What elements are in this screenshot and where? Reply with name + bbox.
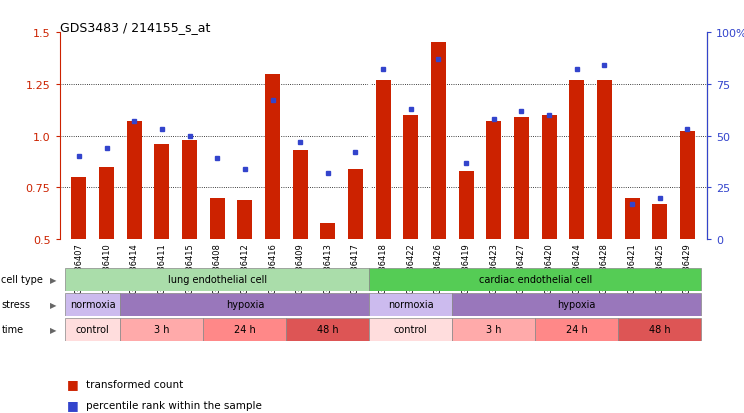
Bar bbox=[403, 116, 418, 240]
Text: GDS3483 / 214155_s_at: GDS3483 / 214155_s_at bbox=[60, 21, 210, 33]
Bar bbox=[452, 318, 535, 341]
Bar bbox=[348, 169, 363, 240]
Bar bbox=[680, 132, 695, 240]
Text: stress: stress bbox=[1, 299, 31, 310]
Bar bbox=[369, 318, 452, 341]
Bar bbox=[286, 318, 369, 341]
Text: ■: ■ bbox=[67, 377, 79, 391]
Bar bbox=[154, 145, 170, 240]
Text: 3 h: 3 h bbox=[486, 324, 501, 335]
Text: 24 h: 24 h bbox=[234, 324, 256, 335]
Text: cell type: cell type bbox=[1, 275, 43, 285]
Bar bbox=[535, 318, 618, 341]
Text: hypoxia: hypoxia bbox=[557, 299, 596, 310]
Text: normoxia: normoxia bbox=[388, 299, 434, 310]
Text: normoxia: normoxia bbox=[70, 299, 115, 310]
Bar bbox=[71, 178, 86, 240]
Text: ▶: ▶ bbox=[51, 325, 57, 334]
Bar bbox=[569, 81, 584, 240]
Text: percentile rank within the sample: percentile rank within the sample bbox=[86, 400, 261, 410]
Bar bbox=[618, 318, 702, 341]
Text: time: time bbox=[1, 324, 24, 335]
Text: 48 h: 48 h bbox=[317, 324, 339, 335]
Bar bbox=[265, 74, 280, 240]
Text: ■: ■ bbox=[67, 398, 79, 411]
Bar bbox=[65, 293, 121, 316]
Bar bbox=[458, 171, 474, 240]
Bar bbox=[182, 140, 197, 240]
Text: 48 h: 48 h bbox=[649, 324, 670, 335]
Bar bbox=[486, 122, 501, 240]
Text: lung endothelial cell: lung endothelial cell bbox=[167, 275, 267, 285]
Text: hypoxia: hypoxia bbox=[225, 299, 264, 310]
Bar bbox=[597, 81, 612, 240]
Text: cardiac endothelial cell: cardiac endothelial cell bbox=[478, 275, 592, 285]
Bar bbox=[237, 200, 252, 240]
Bar bbox=[320, 223, 336, 240]
Bar bbox=[542, 116, 557, 240]
Bar bbox=[210, 198, 225, 240]
Text: 3 h: 3 h bbox=[154, 324, 170, 335]
Text: control: control bbox=[76, 324, 109, 335]
Bar bbox=[121, 318, 203, 341]
Bar bbox=[369, 268, 702, 291]
Bar bbox=[292, 151, 308, 240]
Bar bbox=[121, 293, 369, 316]
Bar bbox=[203, 318, 286, 341]
Bar bbox=[624, 198, 640, 240]
Text: 24 h: 24 h bbox=[566, 324, 588, 335]
Bar bbox=[369, 293, 452, 316]
Bar bbox=[126, 122, 142, 240]
Bar bbox=[652, 204, 667, 240]
Bar bbox=[452, 293, 702, 316]
Text: ▶: ▶ bbox=[51, 300, 57, 309]
Text: control: control bbox=[394, 324, 428, 335]
Bar bbox=[65, 318, 121, 341]
Bar bbox=[431, 43, 446, 240]
Text: ▶: ▶ bbox=[51, 275, 57, 284]
Text: transformed count: transformed count bbox=[86, 379, 183, 389]
Bar bbox=[376, 81, 391, 240]
Bar bbox=[65, 268, 369, 291]
Bar bbox=[514, 118, 529, 240]
Bar bbox=[99, 167, 114, 240]
